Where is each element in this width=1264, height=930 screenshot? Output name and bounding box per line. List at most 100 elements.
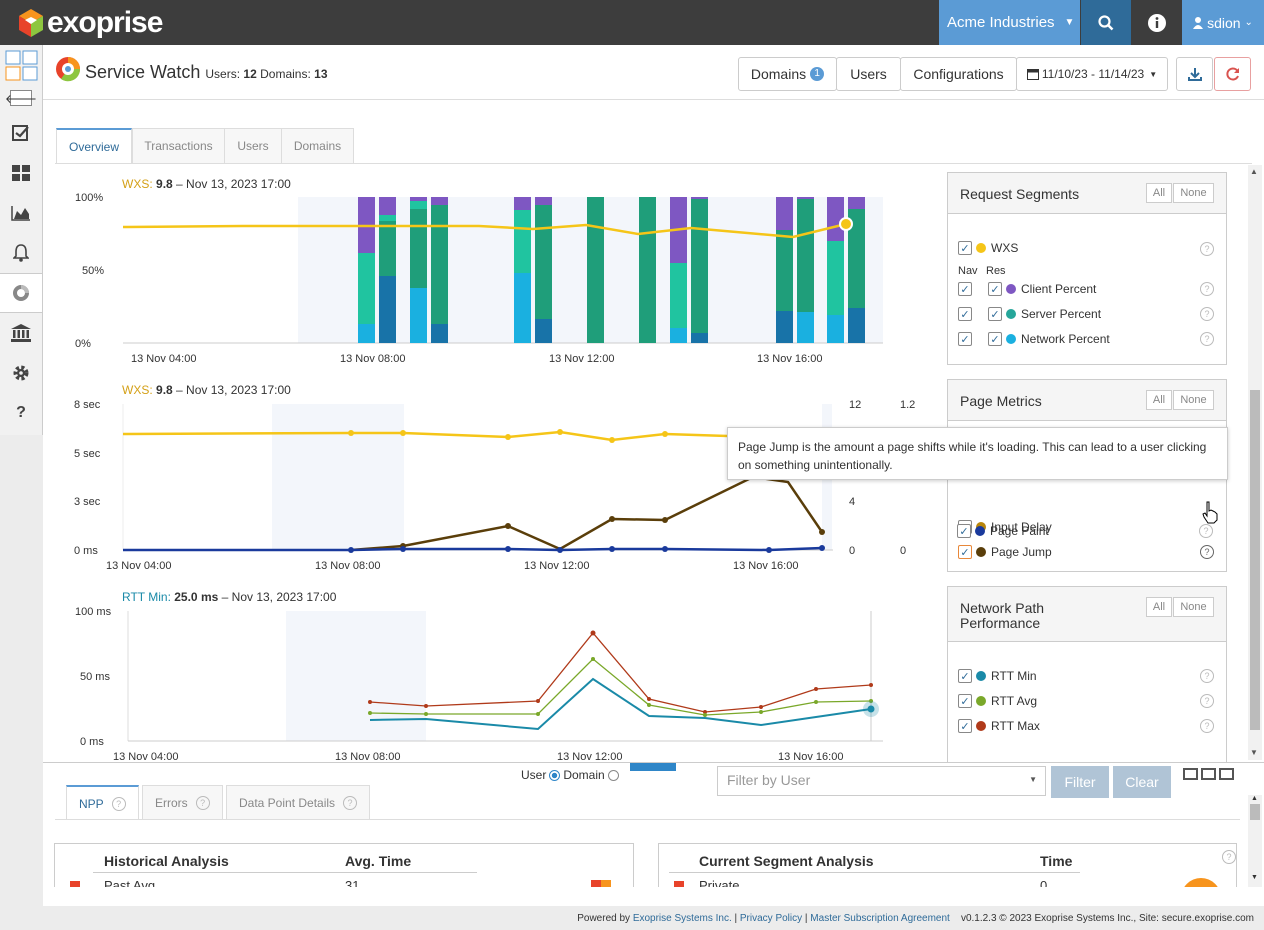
help-icon[interactable]: ?	[1200, 307, 1214, 321]
refresh-button[interactable]	[1214, 57, 1251, 91]
help-icon[interactable]: ?	[1199, 524, 1213, 538]
radio-domain[interactable]	[607, 769, 619, 781]
configurations-button[interactable]: Configurations	[900, 57, 1017, 91]
info-button[interactable]	[1132, 0, 1181, 45]
legend-item-page-jump[interactable]: ✓ Page Jump	[958, 545, 1052, 559]
filter-button[interactable]: Filter	[1051, 766, 1109, 798]
legend-item-rtt-avg[interactable]: ✓ RTT Avg	[958, 694, 1037, 708]
collapse-arrow-icon[interactable]: 🡐	[4, 90, 38, 106]
chart2-y3-tick: 1.2	[900, 399, 915, 411]
users-count: 12	[243, 67, 257, 81]
select-all-button[interactable]: All	[1146, 597, 1172, 617]
dashboard-nav-icon[interactable]	[0, 153, 42, 193]
layout-grid-icon[interactable]	[5, 50, 39, 85]
tab-transactions[interactable]: Transactions	[132, 128, 225, 163]
resize-handle[interactable]	[630, 763, 676, 771]
help-icon[interactable]: ?	[195, 796, 210, 810]
help-icon[interactable]: ?	[1200, 694, 1214, 708]
org-selector[interactable]: Acme Industries ▼	[939, 0, 1080, 45]
checkbox[interactable]: ✓	[958, 241, 972, 255]
legend-item-rtt-max[interactable]: ✓ RTT Max	[958, 719, 1040, 733]
help-icon[interactable]: ?	[1200, 545, 1214, 559]
filter-user-select[interactable]: Filter by User ▼	[717, 766, 1046, 796]
res-checkbox[interactable]: ✓	[988, 307, 1002, 321]
company-link[interactable]: Exoprise Systems Inc.	[632, 912, 732, 924]
tasks-nav-icon[interactable]	[0, 113, 42, 153]
select-all-button[interactable]: All	[1146, 183, 1172, 203]
scroll-down-icon[interactable]: ▼	[1250, 748, 1258, 757]
tab-domains[interactable]: Domains	[281, 128, 354, 163]
checkbox[interactable]: ✓	[958, 669, 972, 683]
user-domain-radio[interactable]: User Domain	[521, 768, 619, 782]
msa-link[interactable]: Master Subscription Agreement	[810, 912, 950, 924]
panel-title-line2: Performance	[960, 615, 1041, 631]
checkbox[interactable]: ✓	[957, 524, 971, 538]
chart1-bar-segment	[358, 253, 375, 324]
tab-overview[interactable]: Overview	[56, 128, 132, 164]
gear-nav-icon[interactable]	[0, 353, 42, 393]
nav-checkbox[interactable]: ✓	[958, 282, 972, 296]
bell-nav-icon[interactable]	[0, 233, 42, 273]
search-button[interactable]	[1081, 0, 1131, 45]
tab-errors[interactable]: Errors?	[142, 785, 223, 820]
page-metrics-chart[interactable]: 8 sec 5 sec 3 sec 0 ms 12 4 0 1.2 0 13 N…	[43, 397, 923, 577]
layout-toggle-icon[interactable]	[1183, 768, 1239, 780]
legend-item-client[interactable]: ✓ ✓ Client Percent	[958, 282, 1096, 296]
checkbox[interactable]: ✓	[958, 694, 972, 708]
scrollbar[interactable]: ▲ ▼	[1248, 165, 1262, 760]
help-icon[interactable]: ?	[343, 796, 358, 810]
help-icon[interactable]: ?	[111, 796, 126, 811]
scroll-thumb[interactable]	[1250, 390, 1260, 730]
bank-nav-icon[interactable]	[0, 313, 42, 353]
network-swatch	[1006, 334, 1016, 344]
service-watch-nav-icon[interactable]	[0, 273, 42, 313]
footer: Powered by Exoprise Systems Inc. | Priva…	[43, 906, 1264, 930]
request-segments-chart[interactable]: 100% 50% 0% 12 8 4 0 13 Nov 04:00 13 Nov…	[43, 190, 893, 370]
select-none-button[interactable]: None	[1173, 390, 1214, 410]
page-header: Service Watch Users: 12 Domains: 13 Doma…	[43, 45, 1264, 100]
help-icon[interactable]: ?	[1222, 850, 1236, 864]
domains-button[interactable]: Domains 1	[738, 57, 837, 91]
res-checkbox[interactable]: ✓	[988, 282, 1002, 296]
help-icon[interactable]: ?	[1200, 242, 1214, 256]
checkbox[interactable]: ✓	[958, 545, 972, 559]
date-range-picker[interactable]: 11/10/23 - 11/14/23 ▼	[1016, 57, 1168, 91]
legend-item-page-paint[interactable]: ✓ Page Paint	[957, 524, 1049, 538]
legend-item-network[interactable]: ✓ ✓ Network Percent	[958, 332, 1110, 346]
clear-button[interactable]: Clear	[1113, 766, 1171, 798]
nav-checkbox[interactable]: ✓	[958, 307, 972, 321]
legend-item-wxs[interactable]: ✓ WXS	[958, 241, 1018, 255]
help-icon[interactable]: ?	[1200, 332, 1214, 346]
exoprise-logo[interactable]: exoprise	[18, 8, 163, 38]
checkbox[interactable]: ✓	[958, 719, 972, 733]
res-checkbox[interactable]: ✓	[988, 332, 1002, 346]
network-path-chart[interactable]: 100 ms 50 ms 0 ms 13 Nov 04:00 13 Nov 08…	[43, 604, 893, 769]
scroll-up-icon[interactable]: ▲	[1251, 795, 1258, 802]
tab-data-point-details[interactable]: Data Point Details?	[226, 785, 371, 820]
scroll-up-icon[interactable]: ▲	[1250, 167, 1258, 176]
users-button[interactable]: Users	[836, 57, 901, 91]
nav-checkbox[interactable]: ✓	[958, 332, 972, 346]
select-none-button[interactable]: None	[1173, 183, 1214, 203]
bottom-scrollbar[interactable]: ▲ ▼	[1248, 795, 1262, 887]
scroll-thumb[interactable]	[1250, 804, 1260, 820]
tab-users[interactable]: Users	[224, 128, 282, 163]
calendar-icon	[1026, 69, 1039, 80]
chart1-bar-segment	[639, 197, 656, 343]
help-icon[interactable]: ?	[1200, 282, 1214, 296]
select-none-button[interactable]: None	[1173, 597, 1214, 617]
legend-item-rtt-min[interactable]: ✓ RTT Min	[958, 669, 1037, 683]
scroll-down-icon[interactable]: ▼	[1251, 874, 1258, 881]
download-button[interactable]	[1176, 57, 1213, 91]
help-icon[interactable]: ?	[1200, 719, 1214, 733]
historical-analysis-table: Historical Analysis Avg. Time Past Avg 3…	[54, 843, 634, 887]
user-menu[interactable]: sdion ⌄	[1182, 0, 1264, 45]
select-all-button[interactable]: All	[1146, 390, 1172, 410]
tab-npp[interactable]: NPP?	[66, 785, 139, 820]
area-chart-nav-icon[interactable]	[0, 193, 42, 233]
legend-item-server[interactable]: ✓ ✓ Server Percent	[958, 307, 1101, 321]
help-nav-icon[interactable]: ?	[16, 404, 26, 421]
radio-user[interactable]	[549, 769, 561, 781]
privacy-policy-link[interactable]: Privacy Policy	[739, 912, 803, 924]
help-icon[interactable]: ?	[1200, 669, 1214, 683]
